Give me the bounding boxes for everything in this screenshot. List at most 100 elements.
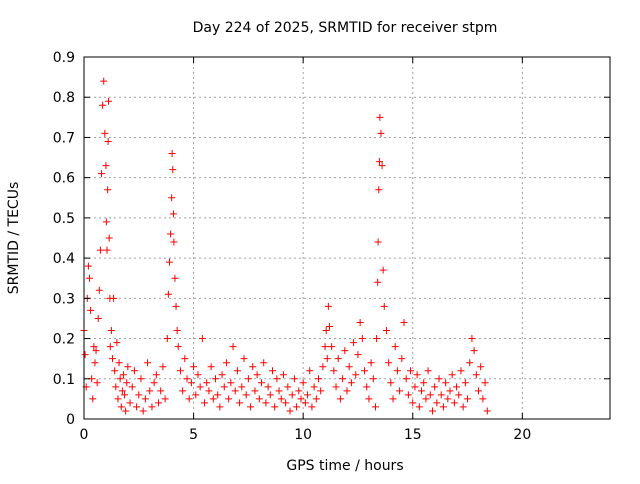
data-point [141, 395, 149, 403]
data-point [470, 347, 478, 355]
data-point [110, 294, 118, 302]
data-point [194, 371, 202, 379]
data-point [319, 363, 327, 371]
y-tick-label: 0.3 [53, 291, 75, 307]
data-point [90, 343, 98, 351]
data-point [123, 379, 131, 387]
data-point [481, 379, 489, 387]
data-point [89, 395, 97, 403]
data-point [150, 379, 158, 387]
data-point [207, 363, 215, 371]
data-point [167, 230, 175, 238]
data-point [196, 383, 204, 391]
data-point [212, 375, 219, 383]
data-point [328, 343, 336, 351]
data-point [325, 322, 333, 330]
data-point [323, 355, 331, 363]
data-point [144, 359, 152, 367]
x-axis-ticks: 0 5 10 15 20 [80, 57, 531, 443]
x-tick-label: 5 [189, 427, 198, 443]
data-point [398, 355, 406, 363]
data-point [101, 129, 109, 137]
data-point [209, 395, 217, 403]
data-point [363, 383, 371, 391]
data-point [113, 339, 121, 347]
data-point [404, 391, 412, 399]
data-point [446, 387, 454, 395]
data-point [286, 407, 294, 415]
data-point [271, 403, 279, 411]
data-point [227, 379, 235, 387]
data-point [389, 395, 397, 403]
data-point [295, 387, 303, 395]
data-point [198, 335, 206, 343]
data-point [273, 375, 281, 383]
data-point [187, 379, 195, 387]
data-point [225, 395, 233, 403]
y-tick-label: 0.2 [53, 332, 75, 348]
data-point [310, 383, 318, 391]
data-point [268, 367, 276, 375]
data-point [266, 391, 274, 399]
data-point [95, 286, 103, 294]
data-point [418, 387, 426, 395]
data-point [455, 391, 463, 399]
data-point [301, 399, 309, 407]
data-point [459, 403, 467, 411]
data-point [137, 375, 145, 383]
data-point [361, 367, 369, 375]
data-point [94, 314, 102, 322]
data-point [85, 274, 93, 282]
data-point [104, 186, 112, 194]
data-point [173, 327, 181, 335]
data-point [450, 399, 458, 407]
data-point [483, 407, 491, 415]
data-point [282, 399, 290, 407]
data-point [306, 367, 314, 375]
data-point [220, 383, 228, 391]
data-point [102, 162, 110, 170]
data-point [422, 395, 430, 403]
y-tick-label: 0 [66, 412, 75, 428]
data-point [183, 375, 191, 383]
data-point [190, 363, 198, 371]
data-point [468, 335, 476, 343]
data-point [103, 246, 111, 254]
y-axis-label: SRMTID / TECUs [6, 182, 22, 295]
data-point [98, 170, 106, 178]
data-point [165, 258, 173, 266]
data-point [279, 371, 287, 379]
data-point [231, 387, 239, 395]
data-point [161, 395, 169, 403]
data-point [457, 367, 465, 375]
data-point [258, 379, 266, 387]
data-point [332, 383, 340, 391]
data-point [293, 403, 301, 411]
chart-title: Day 224 of 2025, SRMTID for receiver stp… [193, 20, 498, 36]
data-point [374, 238, 382, 246]
data-point [290, 375, 298, 383]
x-tick-label: 10 [294, 427, 312, 443]
data-point [176, 367, 184, 375]
data-point [102, 218, 110, 226]
data-point [122, 407, 130, 415]
data-point [148, 403, 156, 411]
data-point [371, 403, 379, 411]
y-tick-label: 0.7 [53, 130, 75, 146]
data-point [352, 371, 360, 379]
grid-lines [84, 57, 610, 419]
data-point [170, 238, 178, 246]
data-point [464, 395, 472, 403]
data-point [242, 391, 250, 399]
data-point [105, 234, 113, 242]
data-point [413, 371, 421, 379]
data-point [244, 375, 252, 383]
x-axis-label: GPS time / hours [286, 458, 403, 474]
data-point [157, 387, 165, 395]
data-point [214, 391, 222, 399]
data-point [426, 391, 434, 399]
data-point [104, 137, 112, 145]
data-point [442, 379, 450, 387]
data-point [437, 391, 445, 399]
data-point [99, 101, 107, 109]
